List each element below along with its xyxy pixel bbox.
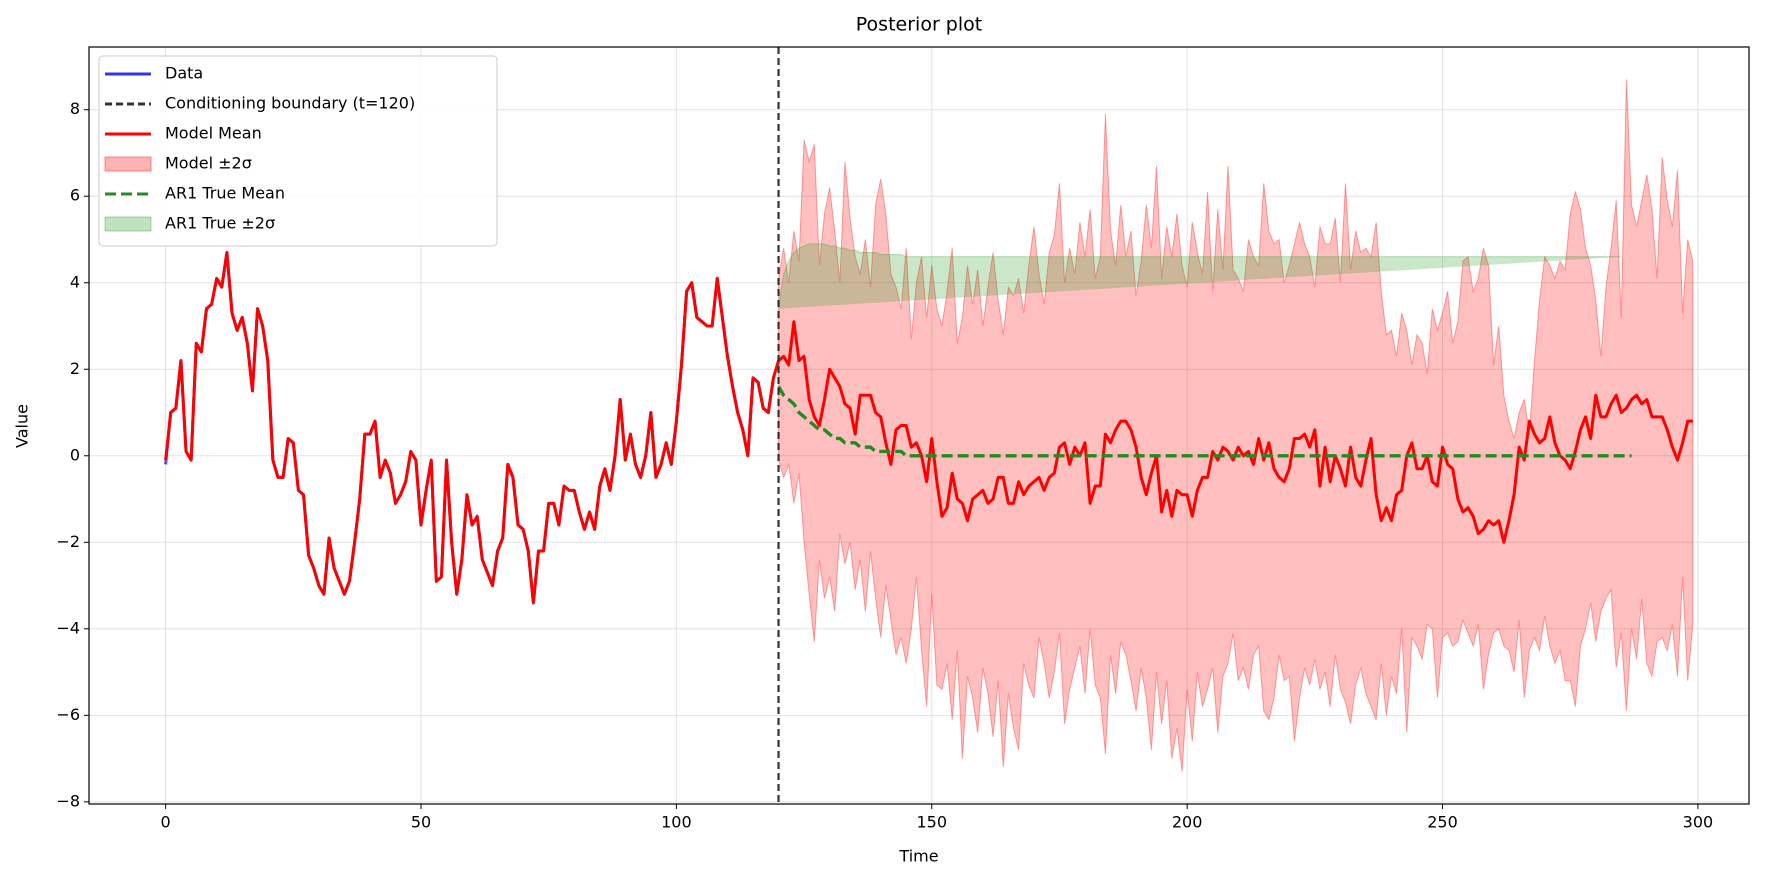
band (778, 243, 1622, 309)
y-tick-label: −4 (56, 618, 80, 637)
x-tick-label: 100 (661, 813, 692, 832)
line (164, 250, 775, 605)
y-tick-label: −6 (56, 705, 80, 724)
x-tick-label: 300 (1683, 813, 1714, 832)
y-tick-label: 6 (70, 186, 80, 205)
y-tick-label: 0 (70, 445, 80, 464)
legend-label: Conditioning boundary (t=120) (165, 94, 415, 113)
y-tick-label: 2 (70, 359, 80, 378)
x-tick-label: 150 (916, 813, 947, 832)
line (164, 250, 1693, 605)
band (778, 79, 1694, 772)
plot-area (164, 47, 1694, 804)
legend-swatch (104, 216, 152, 232)
legend-label: AR1 True Mean (165, 184, 285, 203)
y-tick-label: 4 (70, 272, 80, 291)
y-tick-label: −2 (56, 532, 80, 551)
y-tick-label: 8 (70, 99, 80, 118)
legend-box (98, 55, 498, 247)
x-tick-label: 200 (1172, 813, 1203, 832)
legend-label: AR1 True ±2σ (165, 214, 275, 233)
legend-swatch (104, 156, 152, 172)
x-tick-label: 50 (411, 813, 431, 832)
y-tick-label: −8 (56, 791, 80, 810)
chart-title: Posterior plot (856, 14, 982, 36)
plot-frame (88, 46, 1750, 805)
line (777, 385, 1632, 458)
legend: Data Conditioning boundary (t=120) Model M… (98, 55, 498, 247)
legend-label: Model ±2σ (165, 154, 252, 173)
legend-label: Data (165, 64, 203, 83)
legend-label: Model Mean (165, 124, 262, 143)
x-tick-label: 250 (1427, 813, 1458, 832)
x-tick-label: 0 (161, 813, 171, 832)
x-axis-label: Time (898, 847, 938, 866)
y-axis-label: Value (13, 404, 32, 448)
